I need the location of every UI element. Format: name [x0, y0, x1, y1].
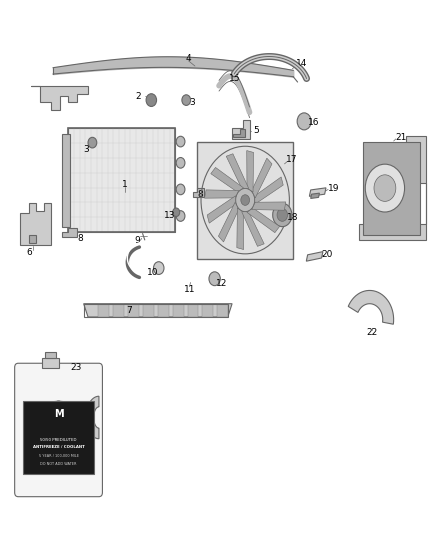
Text: 18: 18 [286, 213, 298, 222]
Circle shape [297, 113, 311, 130]
Text: 16: 16 [308, 118, 320, 127]
Polygon shape [84, 304, 232, 317]
Circle shape [153, 262, 164, 274]
Text: 50/50 PREDILUTED: 50/50 PREDILUTED [40, 438, 77, 442]
Circle shape [209, 272, 220, 286]
Polygon shape [20, 203, 51, 245]
Text: 7: 7 [127, 305, 132, 314]
Circle shape [273, 203, 292, 227]
Polygon shape [233, 130, 245, 138]
Bar [23, 401, 94, 474]
Polygon shape [217, 304, 228, 317]
Polygon shape [252, 202, 286, 210]
Polygon shape [207, 196, 236, 223]
Circle shape [277, 208, 288, 221]
Polygon shape [193, 188, 204, 197]
Polygon shape [128, 304, 139, 317]
Text: DO NOT ADD WATER: DO NOT ADD WATER [40, 462, 77, 466]
Circle shape [176, 211, 185, 221]
Polygon shape [113, 304, 124, 317]
Text: 23: 23 [70, 363, 81, 372]
Text: 19: 19 [328, 184, 339, 193]
Circle shape [374, 175, 396, 201]
Polygon shape [86, 396, 99, 439]
Circle shape [236, 188, 255, 212]
Text: 13: 13 [164, 211, 176, 220]
Text: M: M [54, 409, 64, 419]
Text: 5 YEAR / 100,000 MILE: 5 YEAR / 100,000 MILE [39, 454, 78, 458]
Text: 17: 17 [286, 155, 297, 164]
Polygon shape [242, 212, 264, 246]
Polygon shape [29, 235, 35, 243]
Polygon shape [247, 150, 254, 192]
Polygon shape [31, 86, 88, 110]
Circle shape [176, 136, 185, 147]
Bar [45, 352, 56, 358]
Polygon shape [226, 154, 249, 188]
Circle shape [173, 208, 180, 216]
Bar [363, 142, 420, 235]
Text: 5: 5 [253, 126, 258, 135]
Text: 10: 10 [147, 269, 159, 277]
Text: 15: 15 [230, 74, 241, 83]
Circle shape [46, 400, 71, 430]
Circle shape [365, 164, 405, 212]
Polygon shape [219, 202, 239, 242]
Text: 9: 9 [134, 237, 140, 246]
Polygon shape [202, 304, 213, 317]
Text: 14: 14 [296, 59, 307, 68]
Bar [62, 134, 70, 227]
Text: 11: 11 [184, 285, 195, 294]
Polygon shape [158, 304, 169, 317]
Polygon shape [99, 304, 110, 317]
Polygon shape [211, 167, 244, 192]
Polygon shape [309, 188, 326, 196]
Text: 1: 1 [122, 180, 128, 189]
Polygon shape [306, 252, 323, 261]
Circle shape [88, 138, 97, 148]
Text: ANTIFREEZE / COOLANT: ANTIFREEZE / COOLANT [33, 446, 85, 449]
Polygon shape [237, 208, 244, 249]
Polygon shape [205, 190, 239, 198]
Polygon shape [62, 228, 77, 237]
Text: 8: 8 [197, 190, 203, 199]
Bar [68, 128, 175, 232]
Text: 21: 21 [395, 133, 406, 142]
Polygon shape [359, 136, 426, 240]
Circle shape [241, 195, 250, 205]
Text: 3: 3 [189, 98, 195, 107]
Text: 22: 22 [366, 328, 378, 337]
Polygon shape [247, 208, 279, 233]
Bar [42, 358, 59, 368]
Polygon shape [143, 304, 154, 317]
Text: 12: 12 [216, 279, 228, 288]
Bar [68, 128, 175, 232]
Bar [84, 304, 228, 317]
Bar [197, 142, 293, 259]
Text: 8: 8 [77, 234, 83, 243]
Polygon shape [311, 193, 319, 198]
Text: 4: 4 [186, 54, 191, 62]
Polygon shape [252, 158, 272, 198]
Polygon shape [173, 304, 184, 317]
Circle shape [146, 94, 156, 107]
Circle shape [176, 158, 185, 168]
Text: 6: 6 [26, 248, 32, 257]
Text: 2: 2 [135, 92, 141, 101]
Polygon shape [232, 120, 250, 139]
Text: 3: 3 [83, 145, 89, 154]
Circle shape [176, 184, 185, 195]
Polygon shape [255, 177, 283, 204]
Polygon shape [187, 304, 198, 317]
Circle shape [182, 95, 191, 106]
Polygon shape [348, 290, 394, 324]
Text: 20: 20 [321, 250, 333, 259]
FancyBboxPatch shape [14, 364, 102, 497]
